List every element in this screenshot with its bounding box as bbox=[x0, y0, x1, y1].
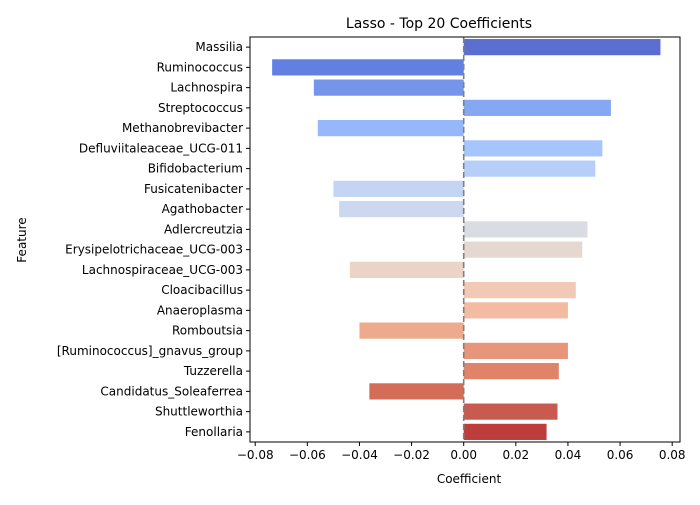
y-tick-label: Candidatus_Soleaferrea bbox=[100, 384, 243, 398]
y-tick-label: Lachnospira bbox=[170, 81, 243, 95]
y-tick-label: Shuttleworthia bbox=[155, 405, 243, 419]
y-tick-label: Anaeroplasma bbox=[157, 303, 243, 317]
plot-area: Massilia Ruminococcus Lachnospira Streptoco… bbox=[57, 36, 686, 462]
bar bbox=[463, 282, 576, 299]
x-tick-label: 0.04 bbox=[555, 448, 582, 462]
y-tick-label: Methanobrevibacter bbox=[122, 121, 243, 135]
x-tick-label: −0.04 bbox=[341, 448, 378, 462]
x-tick-label: −0.06 bbox=[289, 448, 326, 462]
bar bbox=[333, 180, 464, 197]
bar bbox=[313, 79, 464, 96]
y-tick-label: Massilia bbox=[195, 40, 243, 54]
x-tick-label: −0.02 bbox=[393, 448, 430, 462]
y-tick-label: Bifidobacterium bbox=[148, 162, 243, 176]
bar bbox=[317, 120, 464, 137]
axes-frame bbox=[249, 36, 681, 443]
y-tick-label: Adlercreutzia bbox=[164, 222, 243, 236]
y-tick-label: Romboutsia bbox=[172, 324, 243, 338]
bar bbox=[463, 302, 568, 319]
bar bbox=[463, 403, 558, 420]
y-tick-label: Ruminococcus bbox=[157, 60, 243, 74]
bar bbox=[463, 39, 661, 56]
bar bbox=[369, 383, 464, 400]
x-tick-label: 0.00 bbox=[450, 448, 477, 462]
bar bbox=[463, 423, 547, 440]
x-axis-label: Coefficient bbox=[437, 472, 502, 486]
y-tick-label: Defluviitaleaceae_UCG-011 bbox=[79, 141, 243, 155]
y-tick-label: Erysipelotrichaceae_UCG-003 bbox=[65, 243, 243, 257]
bar bbox=[272, 59, 464, 76]
bar bbox=[463, 342, 568, 359]
x-tick-label: 0.08 bbox=[659, 448, 686, 462]
x-tick-label: −0.08 bbox=[237, 448, 274, 462]
bar bbox=[463, 363, 559, 380]
y-axis-label: Feature bbox=[15, 217, 29, 262]
bar bbox=[463, 241, 583, 258]
bar bbox=[349, 261, 464, 278]
y-tick-label: [Ruminococcus]_gnavus_group bbox=[57, 344, 243, 358]
bar bbox=[339, 201, 464, 218]
y-tick-label: Fenollaria bbox=[185, 425, 243, 439]
x-tick-label: 0.02 bbox=[502, 448, 529, 462]
y-tick-label: Agathobacter bbox=[162, 202, 243, 216]
x-tick-label: 0.06 bbox=[607, 448, 634, 462]
bar bbox=[463, 140, 603, 157]
bar bbox=[463, 99, 611, 116]
y-tick-label: Streptococcus bbox=[158, 101, 243, 115]
y-tick-label: Fusicatenibacter bbox=[144, 182, 243, 196]
y-tick-label: Tuzzerella bbox=[183, 364, 243, 378]
bar bbox=[463, 160, 596, 177]
y-tick-label: Cloacibacillus bbox=[161, 283, 243, 297]
bar bbox=[463, 221, 588, 238]
y-tick-label: Lachnospiraceae_UCG-003 bbox=[82, 263, 243, 277]
chart-title: Lasso - Top 20 Coefficients bbox=[346, 16, 532, 32]
bar bbox=[359, 322, 464, 339]
